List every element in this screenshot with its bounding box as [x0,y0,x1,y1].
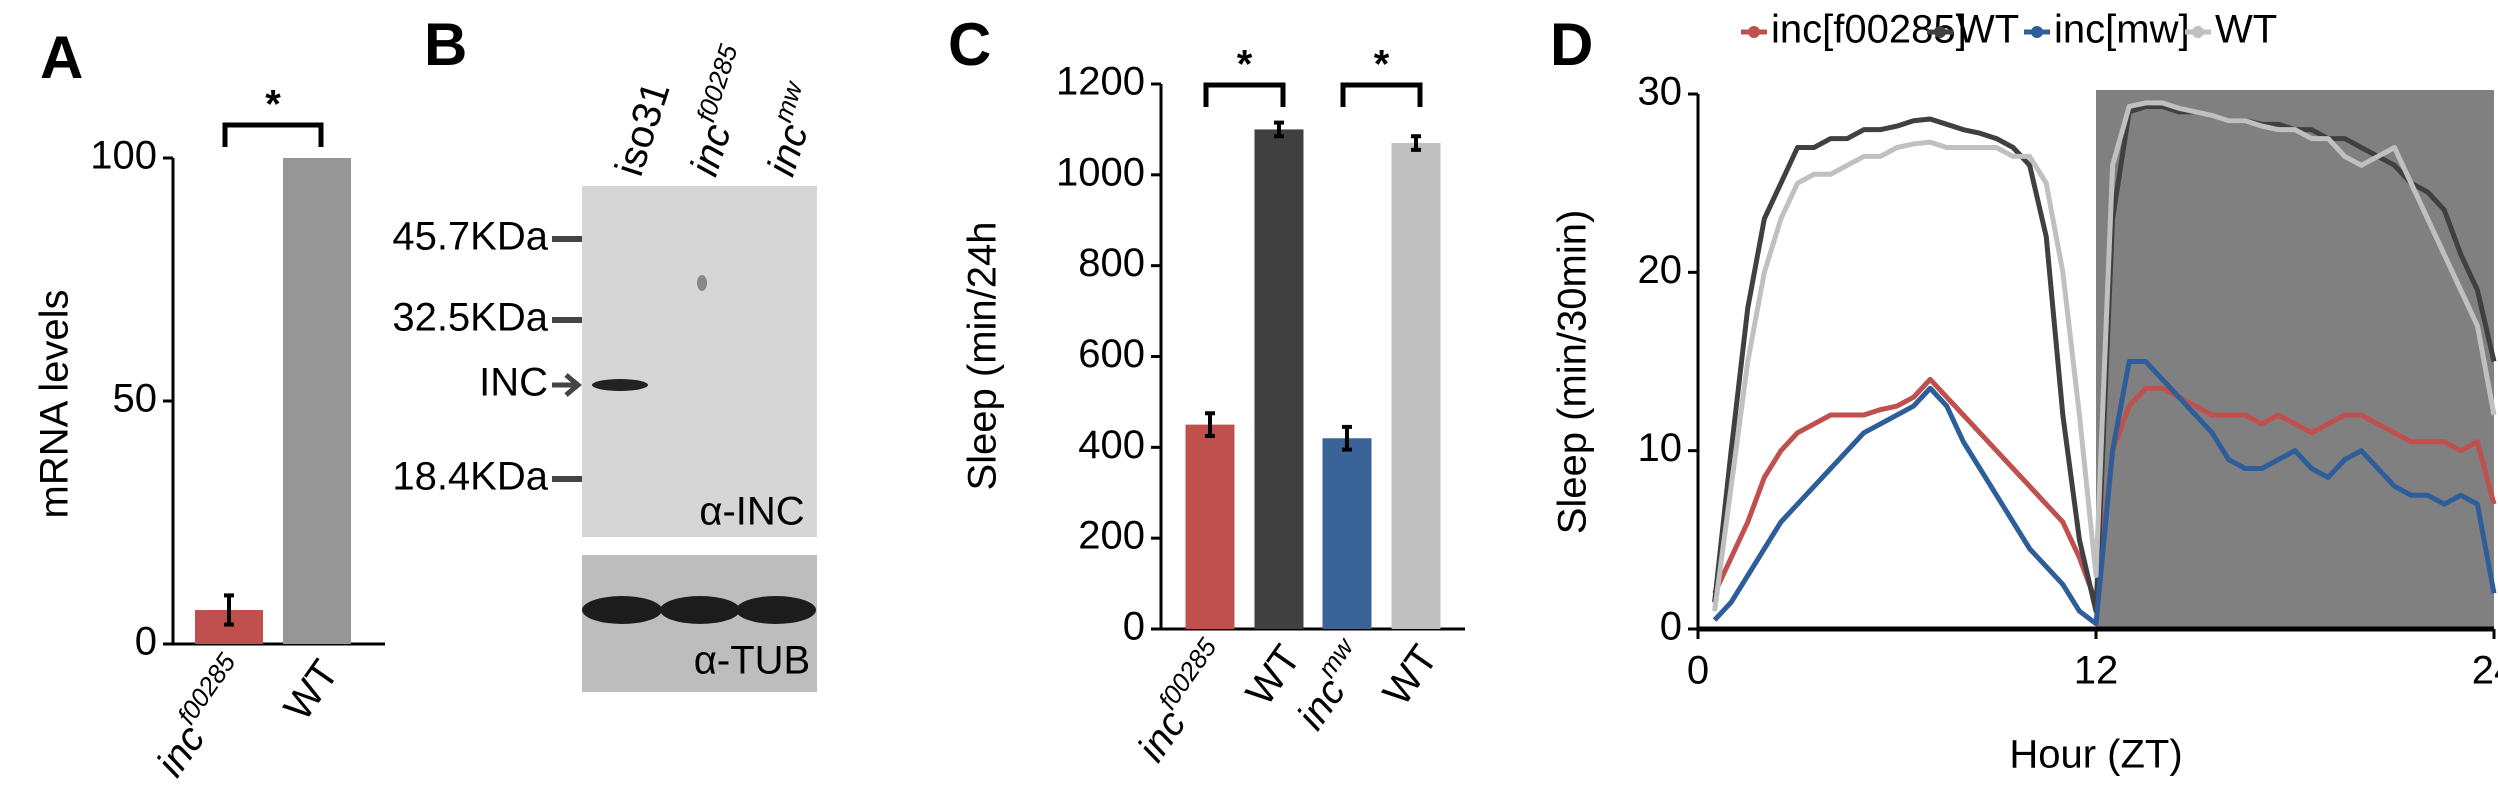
antibody-label: α-INC [699,490,804,534]
error-bar [1274,120,1284,139]
marker-label: 45.7KDa [392,215,548,259]
blot-band [697,275,707,291]
bar [1254,129,1304,629]
blot-panel [582,186,817,537]
y-tick-label: 20 [1638,248,1683,292]
category-label: incf00285 [674,40,764,181]
y-tick-label: 1200 [1056,60,1145,104]
legend-marker [1934,26,1946,38]
antibody-label: α-TUB [694,639,810,683]
error-bar [1342,424,1352,452]
y-tick-label: 200 [1078,514,1145,558]
marker-label: 18.4KDa [392,455,548,499]
y-tick-label: 10 [1638,426,1683,470]
series-line [1712,359,2497,627]
category-label: iso31 [607,77,678,182]
significance-star: * [265,83,281,127]
dark-period [2096,90,2494,629]
y-tick-label: 100 [90,134,157,178]
y-tick-label: 0 [1123,605,1145,649]
legend-marker [2192,26,2204,38]
marker-label: 32.5KDa [392,296,548,340]
marker-label: INC [479,361,548,405]
label-text: inc [1129,702,1194,769]
blot-band [592,379,648,391]
error-bar [1205,411,1215,438]
x-tick-label: 0 [1687,649,1709,693]
bar [1185,424,1235,629]
label-text: iso31 [607,77,678,182]
label-text: WT [1374,637,1446,713]
category-label: incmw [1282,631,1378,737]
label-superscript: f00285 [171,647,241,730]
panel-letter: A [40,24,83,91]
legend-label: inc[mw] [2054,8,2190,52]
y-tick-label: 600 [1078,332,1145,376]
legend-label: WT [2215,8,2277,52]
y-axis-label: Sleep (min/24h [961,221,1005,490]
label-text: WT [275,652,347,728]
panel-letter: C [948,11,991,78]
blot-band [582,596,662,624]
x-axis-label: Hour (ZT) [2009,733,2182,777]
legend-marker [1748,26,1760,38]
category-label: WT [275,652,347,728]
marker-arrow [552,373,582,397]
panel-letter: B [424,11,467,78]
series-line [1712,100,2497,612]
significance-star: * [1374,43,1390,87]
y-axis-label: mRNA levels [33,290,77,519]
y-axis-label: Sleep (min/30min) [1551,210,1595,535]
bar [1391,143,1441,629]
label-superscript: f00285 [1152,632,1222,715]
label-superscript: f00285 [690,40,743,125]
legend-label: WT [1957,8,2019,52]
y-tick-label: 30 [1638,70,1683,114]
legend-marker [2031,26,2043,38]
y-tick-label: 800 [1078,241,1145,285]
x-tick-label: 24 [2472,649,2498,693]
significance-bracket [1203,82,1286,107]
y-tick-label: 1000 [1056,150,1145,194]
panel-letter: D [1550,11,1593,78]
x-tick-label: 12 [2074,649,2119,693]
y-tick-label: 0 [135,620,157,664]
label-text: inc [1288,670,1353,737]
label-superscript: mw [767,76,809,126]
y-tick-label: 0 [1660,605,1682,649]
category-label: incf00285 [1123,632,1241,769]
bar [283,158,351,644]
category-label: incmw [751,76,829,181]
label-text: inc [682,119,740,181]
error-bar [224,593,234,627]
y-tick-label: 400 [1078,423,1145,467]
error-bar [1411,134,1421,152]
blot-band [660,596,740,624]
significance-bracket [222,122,324,147]
blot-band [736,596,816,624]
category-label: WT [1374,637,1446,713]
category-label: incf00285 [142,647,260,784]
significance-bracket [1340,82,1423,107]
bar [1322,438,1372,629]
y-tick-label: 50 [113,377,158,421]
significance-star: * [1237,43,1253,87]
label-text: inc [759,119,817,181]
label-text: inc [148,717,213,784]
